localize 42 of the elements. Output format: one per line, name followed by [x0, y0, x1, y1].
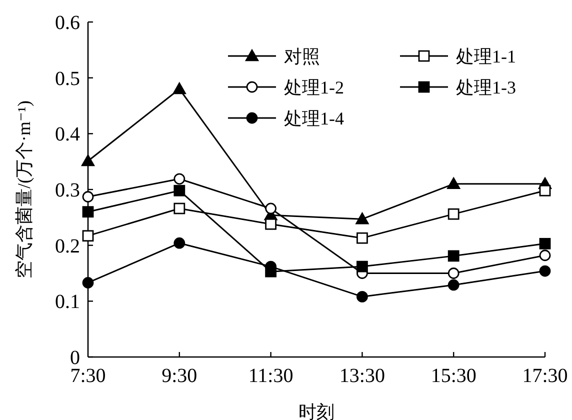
point: [448, 250, 460, 262]
y-tick-label: 0.3: [55, 180, 80, 202]
point: [447, 177, 460, 190]
x-tick-label: 15:30: [430, 365, 476, 387]
point: [448, 279, 460, 291]
point: [82, 206, 94, 218]
y-tick-label: 0.5: [55, 68, 80, 90]
legend-label: 对照: [284, 46, 320, 66]
legend-label: 处理1-3: [456, 77, 516, 98]
y-tick-label: 0.2: [55, 235, 80, 258]
point: [82, 230, 94, 242]
point: [356, 260, 368, 272]
point: [448, 208, 460, 220]
point: [539, 184, 551, 196]
point: [356, 212, 369, 224]
legend-label: 处理1-4: [284, 108, 344, 128]
y-tick-label: 0.1: [55, 291, 80, 314]
point: [174, 173, 186, 185]
point: [448, 268, 460, 279]
legend-label: 处理1-1: [456, 46, 516, 66]
x-tick-label: 17:30: [522, 365, 568, 387]
point: [539, 250, 551, 262]
point: [82, 277, 94, 288]
point: [82, 191, 94, 202]
point: [265, 202, 276, 214]
point: [174, 202, 186, 214]
y-axis-title: 空气含菌量/(万个·m⁻¹): [14, 100, 34, 278]
legend-label: 处理1-2: [284, 77, 344, 98]
point: [172, 82, 186, 94]
point: [174, 237, 186, 249]
point: [539, 265, 551, 277]
point: [174, 184, 186, 196]
point: [539, 238, 551, 250]
x-tick-label: 9:30: [162, 365, 198, 387]
y-tick-label: 0.4: [55, 124, 80, 146]
point: [81, 154, 95, 166]
x-tick-label: 11:30: [248, 365, 294, 387]
point: [265, 218, 276, 230]
point: [356, 232, 368, 244]
point: [356, 291, 368, 302]
x-tick-label: 13:30: [339, 365, 385, 387]
y-tick-label: 0.6: [55, 12, 80, 34]
